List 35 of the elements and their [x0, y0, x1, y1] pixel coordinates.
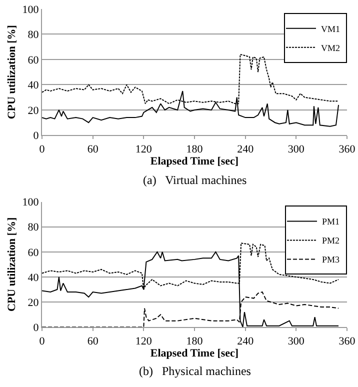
y-tick-label: 60: [28, 54, 40, 66]
x-tick-label: 240: [237, 335, 254, 348]
x-axis-title: Elapsed Time [sec]: [150, 348, 239, 360]
y-tick-label: 60: [28, 246, 40, 259]
text: (a) Virtual machines: [143, 173, 248, 187]
text: (b) Physical machines: [139, 364, 252, 378]
x-tick-label: 300: [288, 143, 305, 156]
x-tick-label: 180: [186, 335, 204, 348]
x-axis-title: Elapsed Time [sec]: [150, 156, 239, 168]
x-tick-label: 60: [87, 335, 99, 348]
y-tick-label: 100: [22, 196, 40, 209]
legend-label: PM2: [322, 236, 340, 246]
x-tick-label: 60: [87, 143, 99, 156]
legend-label: VM2: [321, 42, 340, 53]
y-tick-label: 40: [28, 272, 40, 284]
y-tick-label: 20: [28, 104, 40, 117]
y-axis-title: CPU utilization [%]: [6, 25, 18, 120]
x-tick-label: 120: [135, 335, 152, 348]
legend-label: VM1: [321, 24, 340, 34]
x-tick-label: 360: [338, 335, 356, 348]
x-tick-label: 360: [338, 143, 356, 156]
y-tick-label: 80: [28, 222, 40, 234]
y-tick-label: 100: [22, 4, 40, 16]
y-tick-label: 20: [28, 296, 40, 309]
y-axis-title: CPU utilization [%]: [6, 217, 18, 312]
y-tick-label: 0: [33, 130, 40, 142]
x-tick-label: 300: [288, 335, 305, 348]
x-tick-label: 240: [237, 143, 254, 156]
x-tick-label: 180: [186, 143, 204, 156]
legend-label: PM1: [322, 216, 340, 227]
legend-label: PM3: [322, 254, 340, 265]
y-tick-label: 0: [33, 322, 40, 334]
y-tick-label: 80: [28, 29, 40, 42]
y-tick-label: 40: [28, 80, 40, 92]
x-tick-label: 120: [135, 143, 152, 156]
